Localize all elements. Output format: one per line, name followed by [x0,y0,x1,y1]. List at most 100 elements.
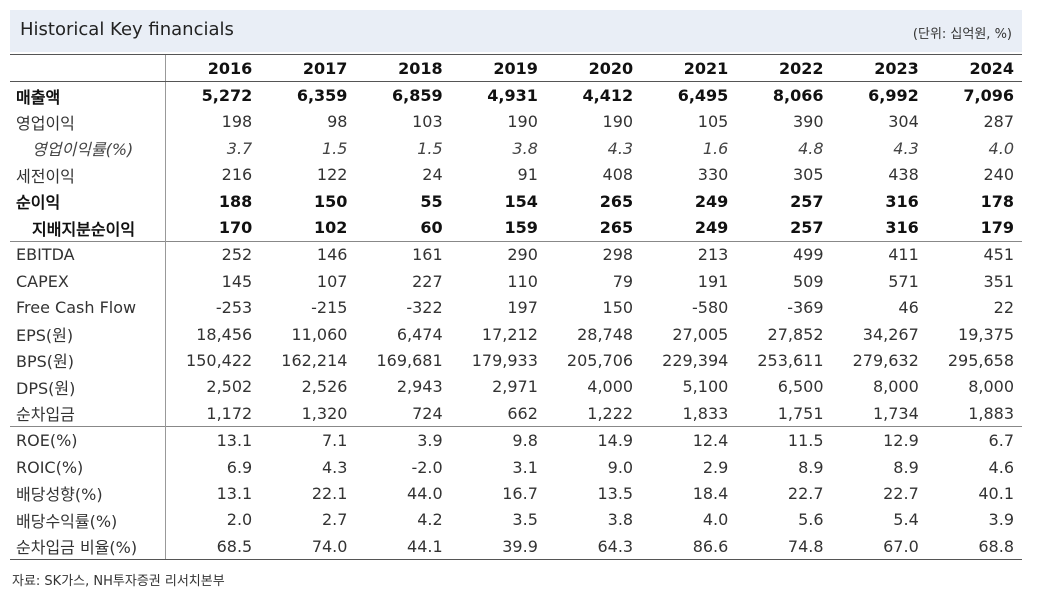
table-cell: 191 [697,271,729,291]
table-cell: 265 [599,191,634,211]
table-cell: 1,734 [872,403,919,423]
year-header: 2019 [450,53,546,83]
year-header: 2021 [641,53,737,83]
table-cell: 4.3 [607,138,634,158]
table-cell: 146 [260,240,356,269]
financials-table: 2016 2017 2018 2019 2020 2021 2022 2023 … [10,53,1022,561]
table-cell: 4.8 [798,138,824,158]
table-cell: 17,212 [481,324,538,344]
row-label: CAPEX [16,271,69,291]
year-header-row: 2016 2017 2018 2019 2020 2021 2022 2023 … [10,53,1022,83]
table-cell: -580 [692,298,729,318]
table-cell: 198 [164,108,261,136]
table-cell: 257 [790,191,824,211]
table-cell: 11.5 [736,426,832,454]
row-label: 세전이익 [16,166,75,186]
table-cell: 287 [983,112,1014,132]
table-cell: 22 [993,298,1014,318]
table-cell: 390 [792,112,824,132]
table-cell: 18,456 [164,320,261,348]
table-cell: 188 [164,187,261,215]
table-row: 배당수익률(%) 2.0 2.7 4.2 3.5 3.8 4.0 5.6 5.4 3.9 [10,506,1022,534]
table-cell: 290 [450,240,546,269]
table-cell: 16.7 [502,483,538,503]
table-cell: 179,933 [471,350,538,370]
table-cell: 162,214 [281,350,348,370]
table-cell: 6,359 [296,86,348,106]
row-label: 순차입금 비율(%) [10,533,165,561]
table-cell: 7,096 [963,86,1014,106]
table-cell: 22.7 [883,483,919,503]
table-cell: 107 [316,271,348,291]
row-label: EPS(원) [16,326,74,346]
table-cell: 178 [980,191,1014,211]
table-cell: 91 [517,165,538,185]
table-cell: 3.8 [512,138,538,158]
table-cell: 55 [420,191,443,211]
year-header: 2016 [164,53,261,83]
table-cell: 74.8 [736,533,832,561]
table-cell: 1,172 [164,400,261,427]
table-row: ROE(%) 13.1 7.1 3.9 9.8 14.9 12.4 11.5 12.9 6.7 [10,426,1022,454]
table-cell: 103 [412,112,443,132]
table-header-bar: Historical Key financials (단위: 십억원, %) [10,10,1022,52]
row-label: DPS(원) [16,378,76,398]
table-cell: 509 [792,271,824,291]
table-cell: 1.5 [321,138,348,158]
table-cell: 5,100 [682,377,729,397]
row-label: 순이익 [16,193,61,213]
table-cell: 4.6 [988,457,1014,477]
table-cell: 408 [602,165,634,185]
table-cell: 22.1 [311,483,348,503]
table-cell: 295,658 [947,350,1014,370]
table-cell: -322 [406,298,443,318]
table-cell: 27,852 [767,324,824,344]
table-cell: 3.1 [512,457,538,477]
table-cell: 9.0 [607,457,634,477]
table-cell: -369 [787,298,824,318]
table-cell: 3.7 [164,135,261,162]
year-header: 2024 [926,53,1022,83]
table-row: EBITDA 252 146 161 290 298 213 499 411 451 [10,240,1022,269]
table-cell: 438 [888,165,919,185]
table-cell: 170 [164,214,261,242]
table-cell: 257 [790,218,824,238]
table-row: 매출액 5,272 6,359 6,859 4,931 4,412 6,495 8,066 6,… [10,81,1022,109]
year-header: 2022 [736,53,832,83]
table-row: 순차입금 1,172 1,320 724 662 1,222 1,833 1,751 1,734… [10,400,1022,427]
row-label: ROE(%) [10,426,165,454]
table-cell: 98 [327,112,348,132]
table-row: DPS(원) 2,502 2,526 2,943 2,971 4,000 5,100 6,50… [10,373,1022,401]
table-cell: 316 [885,191,919,211]
table-cell: 24 [422,165,443,185]
table-cell: 227 [412,271,443,291]
row-label: 지배지분순이익 [32,219,136,239]
table-cell: 2,971 [492,377,538,397]
table-row: 순이익 188 150 55 154 265 249 257 316 178 [10,187,1022,215]
table-cell: 46 [898,298,919,318]
table-cell: 2.0 [164,506,261,534]
table-cell: 265 [599,218,634,238]
table-cell: 5,272 [164,81,261,109]
table-cell: 4,000 [587,377,634,397]
table-cell: 179 [980,218,1014,238]
table-cell: 7.1 [260,426,356,454]
table-cell: 298 [545,240,642,269]
table-cell: 44.0 [407,483,443,503]
table-cell: 351 [983,271,1014,291]
table-cell: 229,394 [662,350,729,370]
table-cell: 169,681 [376,350,443,370]
table-cell: 499 [736,240,832,269]
table-cell: 1,320 [301,403,348,423]
table-cell: 13.1 [164,480,261,507]
table-cell: 8.9 [893,457,919,477]
table-row: Free Cash Flow -253 -215 -322 197 150 -580 -369… [10,294,1022,321]
table-row: 지배지분순이익 170 102 60 159 265 249 257 316 179 [10,214,1022,242]
table-cell: 9.8 [450,426,546,454]
row-label: 순차입금 [16,405,75,425]
table-cell: 145 [164,268,261,295]
table-cell: 28,748 [577,324,634,344]
table-cell: 1,751 [777,403,824,423]
table-cell: 216 [164,161,261,188]
table-cell: 79 [612,271,634,291]
